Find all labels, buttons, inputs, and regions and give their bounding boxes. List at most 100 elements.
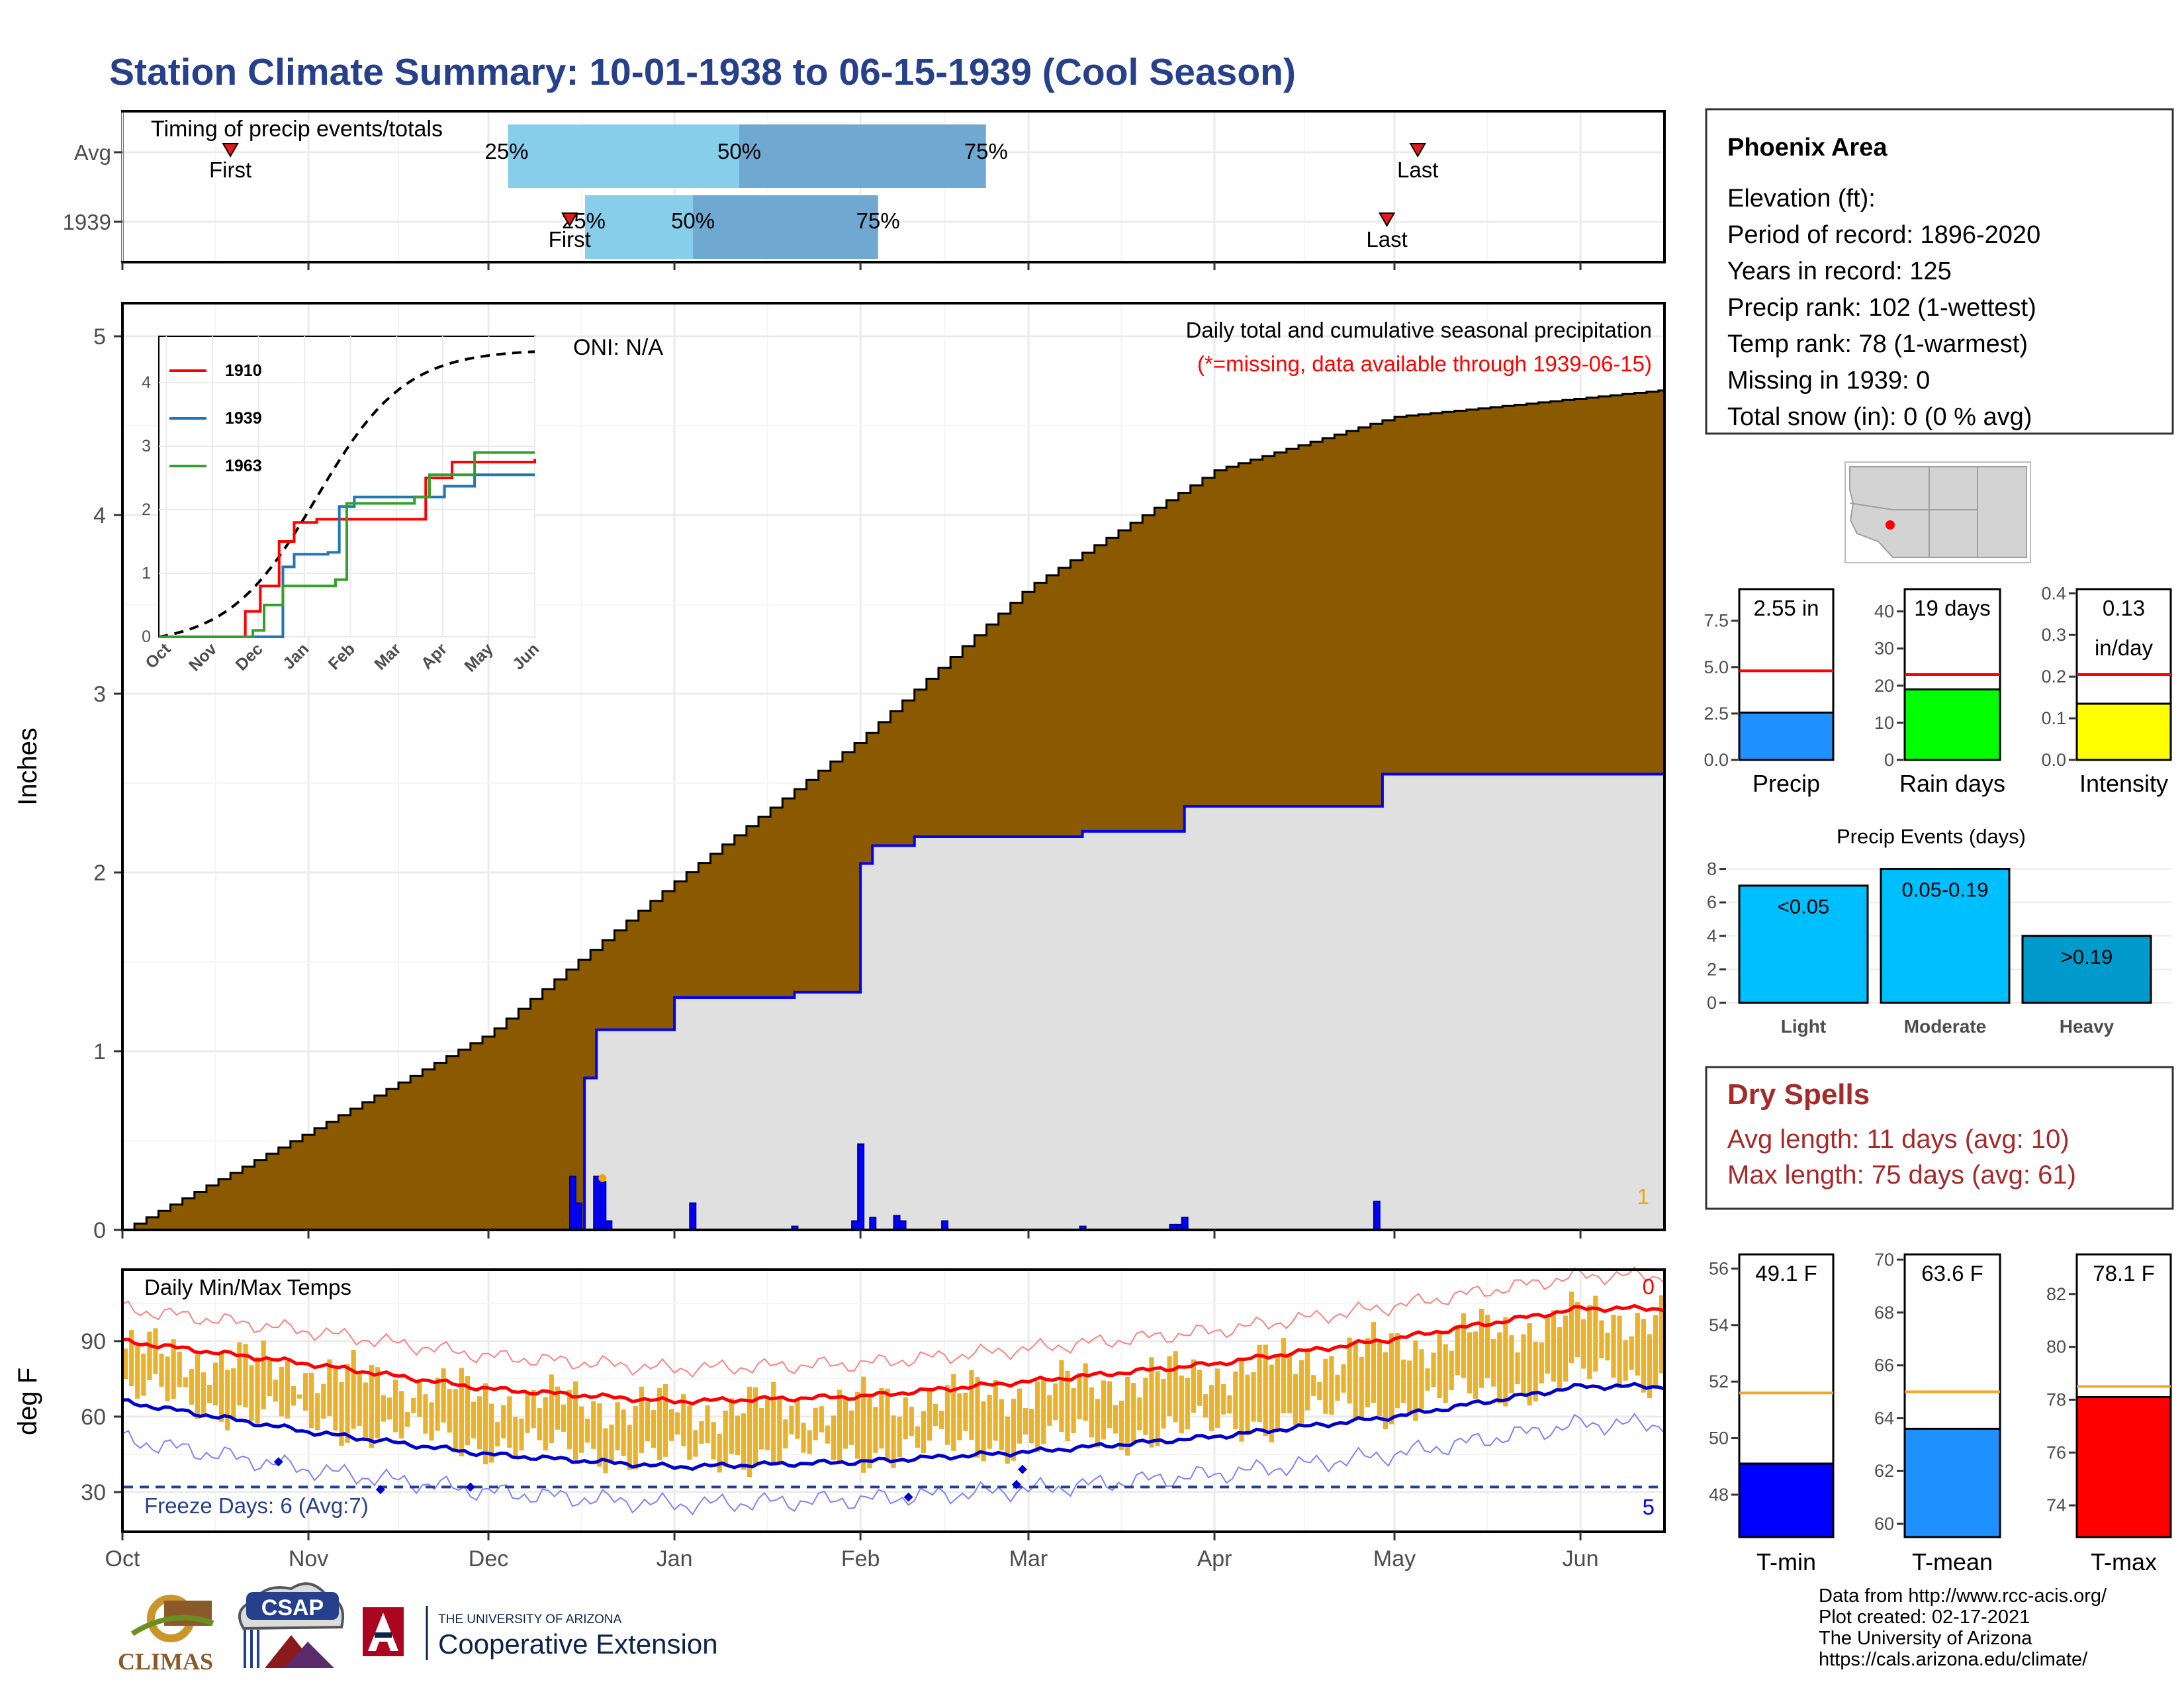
- daily-temp-bar: [1491, 1338, 1496, 1387]
- daily-temp-bar: [1599, 1320, 1604, 1358]
- month-label: Nov: [289, 1546, 328, 1571]
- temp-bar-tick-label: 62: [1874, 1461, 1894, 1481]
- mini-bar-label: Rain days: [1899, 770, 2005, 797]
- daily-temp-bar: [261, 1340, 266, 1410]
- daily-temp-bar: [1521, 1334, 1526, 1393]
- daily-precip-bar: [893, 1215, 901, 1231]
- daily-temp-bar: [519, 1418, 524, 1451]
- daily-temp-bar: [842, 1396, 848, 1449]
- temp-bar-tick-label: 60: [1874, 1514, 1894, 1534]
- daily-temp-bar: [1059, 1360, 1064, 1432]
- daily-temp-bar: [369, 1364, 374, 1448]
- daily-temp-bar: [189, 1369, 194, 1405]
- daily-temp-bar: [405, 1412, 410, 1427]
- daily-temp-bar: [1455, 1325, 1460, 1376]
- daily-temp-bar: [681, 1394, 686, 1446]
- daily-temp-bar: [1131, 1383, 1136, 1443]
- event-category-label: Light: [1781, 1016, 1826, 1037]
- daily-temp-bar: [1407, 1360, 1412, 1414]
- daily-temp-bar: [1647, 1334, 1653, 1399]
- freeze-day-marker: [1011, 1479, 1021, 1489]
- daily-temp-bar: [1251, 1372, 1256, 1422]
- daily-temp-bar: [1329, 1356, 1334, 1415]
- daily-temp-bar: [1371, 1322, 1377, 1403]
- month-label: May: [1373, 1546, 1416, 1571]
- temp-bar-tick-label: 68: [1874, 1303, 1894, 1323]
- station-info-line: Elevation (ft):: [1727, 185, 1876, 212]
- temp-bar-tick-label: 78: [2046, 1389, 2066, 1409]
- daily-temp-bar: [543, 1397, 548, 1451]
- daily-temp-bar: [795, 1398, 800, 1439]
- month-label: Jun: [1563, 1546, 1599, 1571]
- daily-temp-bar: [171, 1339, 176, 1399]
- daily-temp-bar: [1317, 1382, 1322, 1401]
- freeze-day-marker: [1017, 1464, 1027, 1474]
- inset-legend-label: 1939: [225, 409, 262, 428]
- daily-temp-bar: [1347, 1337, 1352, 1404]
- mini-bar-tick-label: 0: [1884, 750, 1894, 770]
- daily-temp-bar: [501, 1405, 506, 1438]
- temp-bar-tick-label: 74: [2046, 1495, 2066, 1515]
- daily-temp-bar: [249, 1365, 254, 1421]
- month-label: Dec: [469, 1546, 508, 1571]
- daily-temp-bar: [1017, 1388, 1023, 1444]
- inset-y-label: 1: [142, 564, 151, 583]
- precip-events-title: Precip Events (days): [1837, 825, 2026, 848]
- daily-temp-bar: [1143, 1378, 1148, 1435]
- event-category-label: Moderate: [1904, 1016, 1986, 1037]
- daily-temp-bar: [963, 1392, 968, 1431]
- daily-temp-bar: [1473, 1331, 1479, 1399]
- temp-bar-chart-t-mean: 60 62 64 66 68 70 63.6 F T-mean: [1874, 1250, 2001, 1575]
- daily-temp-bar: [1023, 1408, 1028, 1435]
- daily-temp-bar: [302, 1373, 308, 1411]
- daily-temp-bar: [1629, 1336, 1634, 1370]
- daily-temp-bar: [981, 1401, 986, 1462]
- p50-label: 50%: [717, 139, 761, 164]
- daily-temp-bar: [1509, 1335, 1514, 1393]
- daily-temp-bar: [783, 1419, 788, 1449]
- daily-temp-bar: [909, 1407, 914, 1436]
- daily-temp-bar: [1293, 1374, 1298, 1425]
- ua-big-text: Cooperative Extension: [438, 1628, 718, 1660]
- temp-bar-value-label: 49.1 F: [1755, 1261, 1817, 1286]
- daily-temp-bar: [771, 1382, 776, 1463]
- daily-temp-bar: [296, 1394, 302, 1399]
- dry-spells-box: Dry Spells Avg length: 11 days (avg: 10)…: [1705, 1066, 2174, 1210]
- daily-temp-bar: [735, 1415, 740, 1455]
- temp-bar-tick-label: 66: [1874, 1356, 1894, 1376]
- daily-temp-bar: [572, 1381, 578, 1460]
- precip-panel: 0 1 2 3 4 5 Inches ONI: N/A Daily total and c…: [13, 302, 1666, 1243]
- daily-temp-bar: [1298, 1360, 1304, 1427]
- daily-temp-bar: [765, 1399, 770, 1450]
- daily-temp-bar: [585, 1419, 590, 1443]
- daily-temp-bar: [177, 1351, 182, 1387]
- daily-temp-bar: [279, 1366, 284, 1417]
- daily-temp-bar: [729, 1398, 734, 1454]
- mini-bar-value-unit: in/day: [2095, 635, 2154, 660]
- daily-temp-bar: [627, 1425, 632, 1470]
- last-event-marker: [1378, 212, 1396, 227]
- daily-temp-bar: [243, 1344, 248, 1408]
- station-info-line: Years in record: 125: [1727, 258, 1952, 285]
- daily-temp-bar: [1413, 1340, 1418, 1421]
- month-label: Oct: [105, 1546, 140, 1571]
- daily-temp-bar: [1203, 1394, 1208, 1418]
- avg-max-temp-line: [122, 1303, 1665, 1406]
- daily-temp-bar: [159, 1353, 164, 1387]
- daily-temp-bar: [1377, 1341, 1383, 1417]
- daily-temp-bar: [915, 1426, 920, 1448]
- daily-temp-bar: [1161, 1379, 1166, 1429]
- daily-temp-bar: [1461, 1313, 1467, 1378]
- daily-temp-bar: [1269, 1364, 1274, 1442]
- daily-temp-bar: [285, 1360, 291, 1419]
- csap-logo-text: CSAP: [261, 1595, 324, 1620]
- daily-temp-bar: [717, 1433, 722, 1473]
- daily-temp-bar: [291, 1386, 296, 1406]
- first-event-marker: [561, 212, 578, 227]
- daily-temp-bar: [465, 1376, 471, 1446]
- mini-bar-tick-label: 0.0: [2041, 750, 2066, 770]
- daily-temp-bar: [567, 1389, 572, 1450]
- daily-temp-bar: [1137, 1397, 1142, 1430]
- freeze-day-marker: [903, 1492, 913, 1502]
- events-tick-label: 4: [1707, 926, 1717, 946]
